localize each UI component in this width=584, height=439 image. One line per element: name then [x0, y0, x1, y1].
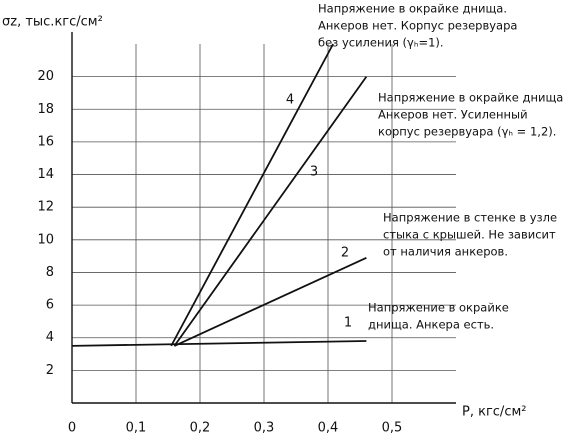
y-tick-label: 18 [37, 102, 54, 117]
y-tick-label: 2 [46, 363, 54, 378]
annotation: корпус резервуара (γₕ = 1,2). [378, 125, 556, 139]
y-axis-label: σz, тыс.кгс/см² [2, 15, 103, 30]
annotation: Анкеров нет. Усиленный [378, 108, 528, 122]
x-tick-label: 0,1 [126, 421, 147, 436]
y-tick-label: 4 [46, 330, 54, 345]
y-tick-label: 20 [37, 69, 54, 84]
annotation: Напряжение в стенке в узле [383, 211, 557, 225]
y-tick-label: 8 [46, 265, 54, 280]
series-label: 1 [344, 316, 352, 331]
y-tick-label: 14 [37, 167, 54, 182]
x-tick-label: 0,2 [190, 421, 211, 436]
y-tick-label: 10 [37, 232, 54, 247]
annotation: Напряжение в окрайке днища. [318, 2, 507, 16]
annotation: стыка с крышей. Не зависит [383, 228, 556, 242]
annotation: Анкеров нет. Корпус резервуара [318, 19, 517, 33]
series-line [170, 43, 334, 347]
annotation: Напряжение в окрайке [368, 301, 509, 315]
annotation: Напряжение в окрайке днища [378, 91, 563, 105]
annotation: днища. Анкера есть. [368, 318, 494, 332]
x-tick-label: 0,4 [318, 421, 339, 436]
x-tick-label: 0,5 [382, 421, 403, 436]
series-line [173, 76, 368, 347]
series-line [71, 340, 367, 347]
y-tick-label: 16 [37, 134, 54, 149]
annotation: от наличия анкеров. [383, 245, 508, 259]
series-label: 4 [286, 93, 294, 108]
x-axis-label: P, кгс/см² [462, 405, 526, 420]
series-label: 3 [310, 165, 318, 180]
x-tick-label: 0,3 [254, 421, 275, 436]
x-tick-label: 0 [68, 421, 76, 436]
annotation: без усиления (γₕ=1). [318, 36, 444, 50]
y-tick-label: 12 [37, 200, 54, 215]
series-line [174, 256, 367, 347]
series-label: 2 [341, 246, 349, 261]
y-tick-label: 6 [46, 298, 54, 313]
